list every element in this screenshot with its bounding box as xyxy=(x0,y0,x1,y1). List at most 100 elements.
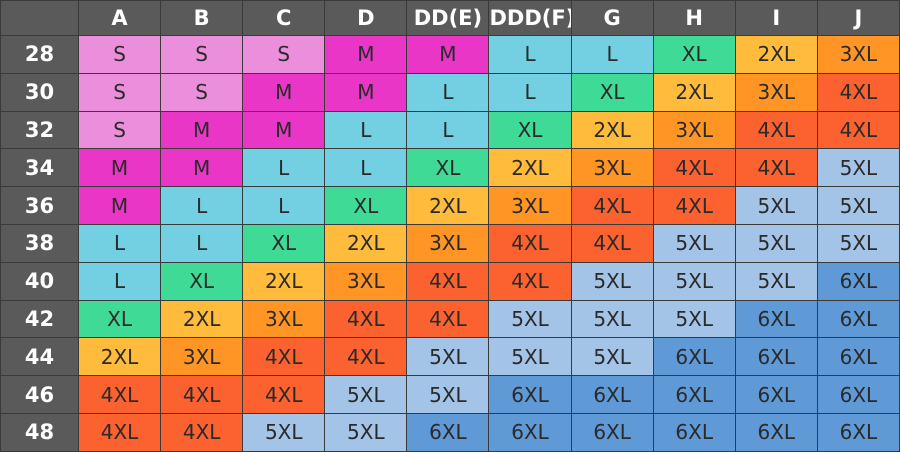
size-cell: 5XL xyxy=(734,223,818,263)
column-header: B xyxy=(160,0,244,36)
size-cell: 4XL xyxy=(488,261,572,301)
size-cell: XL xyxy=(652,35,736,74)
row-header: 38 xyxy=(0,223,79,263)
column-header: G xyxy=(570,0,654,36)
column-header: DDD(F) xyxy=(488,0,572,36)
column-header: D xyxy=(324,0,408,36)
row-header: 42 xyxy=(0,299,79,339)
size-cell: S xyxy=(242,35,326,74)
table-row: 32 S M M L L XL 2XL 3XL 4XL 4XL xyxy=(0,110,900,150)
column-header: C xyxy=(242,0,326,36)
size-cell: M xyxy=(160,148,244,188)
size-cell: L xyxy=(406,110,490,150)
size-cell: 5XL xyxy=(652,223,736,263)
size-cell: L xyxy=(324,110,408,150)
size-cell: M xyxy=(324,72,408,112)
size-cell: 4XL xyxy=(734,110,818,150)
size-cell: XL xyxy=(570,72,654,112)
size-cell: 5XL xyxy=(406,337,490,377)
size-cell: 4XL xyxy=(406,299,490,339)
size-cell: L xyxy=(324,148,408,188)
size-cell: 5XL xyxy=(406,375,490,414)
column-header: DD(E) xyxy=(406,0,490,36)
size-cell: 6XL xyxy=(570,375,654,414)
size-cell: 3XL xyxy=(324,261,408,301)
size-cell: 6XL xyxy=(488,412,572,452)
size-cell: 4XL xyxy=(242,375,326,414)
row-header: 40 xyxy=(0,261,79,301)
size-cell: 6XL xyxy=(652,337,736,377)
size-cell: 4XL xyxy=(488,223,572,263)
column-header: I xyxy=(734,0,818,36)
size-cell: S xyxy=(77,110,162,150)
size-cell: 6XL xyxy=(406,412,490,452)
size-cell: 6XL xyxy=(652,375,736,414)
table-row: 46 4XL 4XL 4XL 5XL 5XL 6XL 6XL 6XL 6XL 6XL xyxy=(0,375,900,414)
size-cell: L xyxy=(488,72,572,112)
size-cell: 2XL xyxy=(324,223,408,263)
row-header: 44 xyxy=(0,337,79,377)
size-cell: 2XL xyxy=(488,148,572,188)
size-cell: 2XL xyxy=(570,110,654,150)
size-cell: 4XL xyxy=(406,261,490,301)
size-cell: 2XL xyxy=(242,261,326,301)
size-cell: 5XL xyxy=(734,261,818,301)
size-cell: 4XL xyxy=(652,148,736,188)
size-cell: 2XL xyxy=(77,337,162,377)
table-row: 28 S S S M M L L XL 2XL 3XL xyxy=(0,35,900,74)
size-cell: 6XL xyxy=(734,299,818,339)
size-cell: L xyxy=(160,186,244,225)
size-cell: 2XL xyxy=(406,186,490,225)
size-cell: L xyxy=(160,223,244,263)
table-row: 38 L L XL 2XL 3XL 4XL 4XL 5XL 5XL 5XL xyxy=(0,223,900,263)
size-cell: 5XL xyxy=(816,148,900,188)
table-row: 44 2XL 3XL 4XL 4XL 5XL 5XL 5XL 6XL 6XL 6XL xyxy=(0,337,900,377)
size-cell: 5XL xyxy=(242,412,326,452)
size-cell: 5XL xyxy=(570,299,654,339)
size-cell: S xyxy=(77,35,162,74)
size-cell: 6XL xyxy=(734,375,818,414)
table-row: 48 4XL 4XL 5XL 5XL 6XL 6XL 6XL 6XL 6XL 6XL xyxy=(0,412,900,452)
size-cell: 6XL xyxy=(816,261,900,301)
size-cell: 6XL xyxy=(734,337,818,377)
size-cell: 3XL xyxy=(488,186,572,225)
size-cell: 4XL xyxy=(77,375,162,414)
size-cell: M xyxy=(77,186,162,225)
table-row: 34 M M L L XL 2XL 3XL 4XL 4XL 5XL xyxy=(0,148,900,188)
header-row: A B C D DD(E) DDD(F) G H I J xyxy=(0,0,900,36)
corner-cell xyxy=(0,0,79,36)
size-cell: 6XL xyxy=(488,375,572,414)
table-row: 36 M L L XL 2XL 3XL 4XL 4XL 5XL 5XL xyxy=(0,186,900,225)
size-cell: 5XL xyxy=(488,337,572,377)
size-cell: 6XL xyxy=(816,337,900,377)
size-cell: 4XL xyxy=(324,299,408,339)
row-header: 32 xyxy=(0,110,79,150)
size-cell: 6XL xyxy=(816,299,900,339)
size-cell: L xyxy=(488,35,572,74)
size-cell: L xyxy=(77,261,162,301)
table-row: 42 XL 2XL 3XL 4XL 4XL 5XL 5XL 5XL 6XL 6XL xyxy=(0,299,900,339)
size-cell: 4XL xyxy=(242,337,326,377)
size-cell: 4XL xyxy=(652,186,736,225)
size-cell: XL xyxy=(77,299,162,339)
size-cell: 4XL xyxy=(816,110,900,150)
size-cell: 5XL xyxy=(570,337,654,377)
size-cell: L xyxy=(406,72,490,112)
size-cell: 6XL xyxy=(816,412,900,452)
size-cell: 5XL xyxy=(734,186,818,225)
size-cell: 4XL xyxy=(77,412,162,452)
column-header: J xyxy=(816,0,900,36)
size-cell: 4XL xyxy=(570,186,654,225)
size-cell: XL xyxy=(242,223,326,263)
size-cell: 2XL xyxy=(652,72,736,112)
size-cell: 4XL xyxy=(816,72,900,112)
size-cell: 3XL xyxy=(406,223,490,263)
size-cell: XL xyxy=(324,186,408,225)
size-cell: 4XL xyxy=(734,148,818,188)
size-cell: 3XL xyxy=(816,35,900,74)
size-cell: 5XL xyxy=(652,299,736,339)
size-cell: 5XL xyxy=(324,375,408,414)
size-cell: L xyxy=(77,223,162,263)
